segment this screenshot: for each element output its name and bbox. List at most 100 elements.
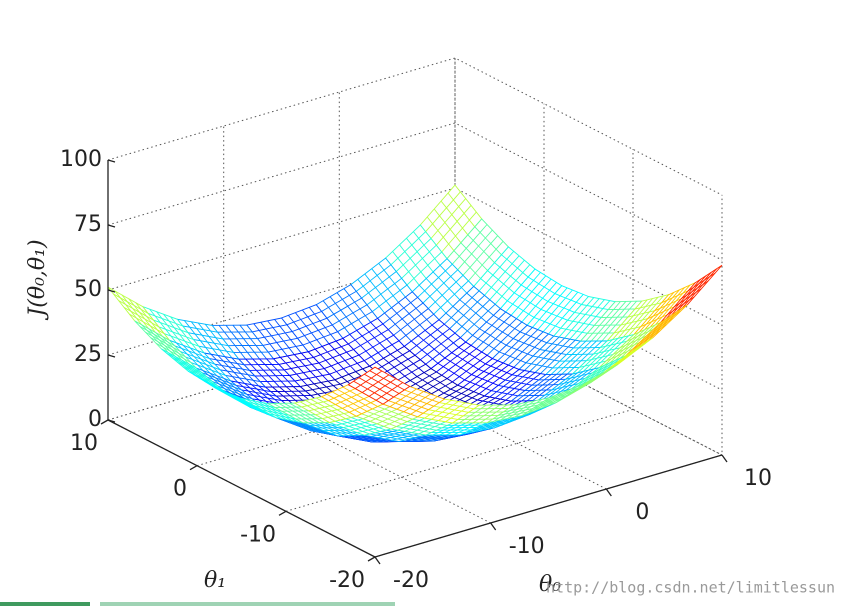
- mesh-line: [204, 323, 233, 359]
- mesh-line: [322, 300, 351, 335]
- mesh-line: [505, 379, 532, 386]
- mesh-line: [361, 271, 397, 299]
- mesh-line: [308, 422, 344, 437]
- mesh-line: [489, 259, 525, 301]
- mesh-line: [517, 394, 545, 397]
- mesh-line: [542, 291, 579, 333]
- mesh-line: [224, 356, 252, 386]
- mesh-line: [628, 295, 664, 337]
- mesh-line: [420, 332, 456, 361]
- mesh-line: [289, 368, 325, 376]
- mesh-line: [644, 289, 680, 331]
- mesh-line: [516, 374, 552, 402]
- mesh-line: [403, 393, 431, 413]
- mesh-line: [353, 380, 389, 401]
- mesh-line: [546, 342, 574, 349]
- mesh-line: [430, 198, 467, 239]
- mesh-line: [347, 323, 384, 345]
- x-tick: [490, 522, 497, 531]
- mesh-line: [514, 292, 542, 310]
- mesh-line: [114, 290, 142, 325]
- mesh-line: [370, 322, 398, 351]
- mesh-line: [654, 284, 691, 326]
- mesh-line: [614, 326, 641, 334]
- mesh-line: [608, 308, 636, 311]
- mesh-line: [302, 331, 338, 346]
- mesh-line: [185, 356, 221, 371]
- mesh-line: [418, 284, 447, 314]
- mesh-cell: [276, 417, 338, 437]
- mesh-line: [259, 358, 287, 388]
- mesh-line: [460, 303, 496, 338]
- mesh-line: [577, 339, 613, 374]
- mesh-line: [425, 337, 461, 365]
- mesh-line: [477, 399, 505, 406]
- mesh-line: [244, 383, 272, 407]
- mesh-cell: [280, 304, 344, 353]
- mesh-line: [444, 357, 472, 375]
- mesh-line: [524, 389, 552, 391]
- mesh-line: [342, 435, 378, 443]
- mesh-line: [364, 340, 400, 361]
- x-axis-label: θ₀: [539, 572, 561, 597]
- mesh-line: [190, 362, 226, 376]
- mesh-line: [497, 327, 533, 362]
- mesh-line: [457, 229, 493, 271]
- mesh-line: [293, 354, 322, 383]
- y-tick-label: -20: [329, 568, 365, 593]
- mesh-line: [440, 200, 469, 236]
- mesh-line: [516, 278, 552, 319]
- mesh-line: [525, 362, 553, 369]
- mesh-line: [241, 389, 277, 397]
- mesh-line: [413, 231, 441, 266]
- mesh-line: [416, 376, 445, 394]
- mesh-line: [527, 276, 556, 294]
- mesh-line: [237, 381, 265, 405]
- mesh-line: [479, 404, 508, 424]
- mesh-line: [409, 323, 445, 352]
- mesh-line: [491, 390, 519, 397]
- mesh-line: [390, 231, 426, 266]
- mesh-line: [385, 429, 421, 437]
- mesh-cell: [134, 320, 197, 369]
- mesh-line: [393, 308, 429, 336]
- mesh-line: [410, 396, 438, 415]
- z-tick: [107, 289, 116, 293]
- mesh-cell: [473, 246, 536, 310]
- mesh-line: [380, 430, 416, 439]
- mesh-line: [260, 322, 288, 357]
- mesh-line: [326, 297, 362, 319]
- mesh-line: [308, 307, 337, 342]
- mesh-line: [305, 400, 341, 421]
- z-axis-label: J(θ₀,θ₁): [25, 239, 50, 320]
- mesh-line: [550, 340, 587, 375]
- bottom-bar: [100, 602, 395, 606]
- mesh-line: [334, 420, 370, 435]
- mesh-cell: [347, 366, 411, 405]
- mesh-line: [540, 308, 568, 321]
- mesh-line: [453, 250, 481, 279]
- mesh-line: [638, 292, 675, 333]
- mesh-line: [376, 411, 404, 425]
- mesh-line: [459, 404, 487, 424]
- mesh-line: [526, 373, 563, 402]
- mesh-line: [553, 369, 589, 398]
- z-tick-label: 100: [60, 147, 102, 172]
- mesh-line: [417, 263, 453, 298]
- mesh-line: [301, 309, 330, 345]
- mesh-line: [287, 355, 315, 385]
- z-tick: [107, 159, 116, 163]
- mesh-line: [398, 313, 434, 342]
- mesh-line: [410, 340, 439, 364]
- mesh-line: [315, 407, 343, 416]
- y-tick-label: -10: [240, 522, 276, 547]
- mesh-line: [520, 331, 548, 344]
- mesh-line: [474, 226, 502, 256]
- mesh-line: [149, 308, 177, 344]
- mesh-line: [493, 315, 521, 333]
- mesh-line: [427, 274, 464, 309]
- mesh-line: [366, 277, 402, 306]
- mesh-line: [121, 294, 149, 329]
- mesh-line: [487, 270, 515, 294]
- mesh-line: [388, 400, 424, 414]
